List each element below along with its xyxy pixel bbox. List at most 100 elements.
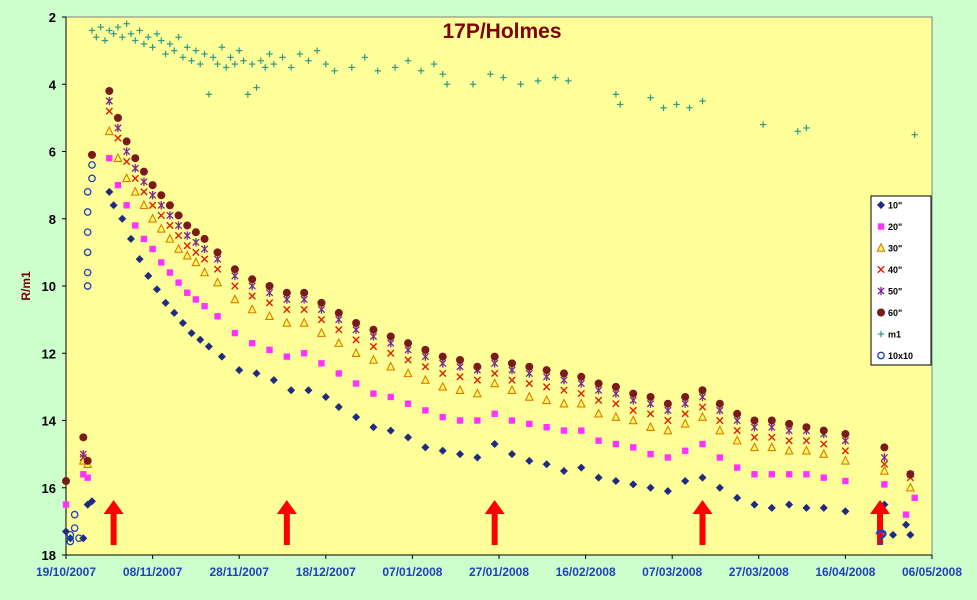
data-point xyxy=(559,466,568,475)
data-point xyxy=(491,410,498,417)
data-point xyxy=(205,91,213,98)
data-point xyxy=(148,213,158,223)
data-point xyxy=(430,60,438,68)
data-point xyxy=(612,91,620,98)
data-point-stroke xyxy=(820,440,828,448)
data-point-stroke xyxy=(473,376,482,384)
x-tick-label: 19/10/2007 xyxy=(36,565,96,579)
data-point xyxy=(716,454,724,461)
data-point xyxy=(473,453,482,462)
data-point-stroke xyxy=(664,416,672,425)
data-point xyxy=(157,191,166,200)
data-point xyxy=(732,435,742,445)
data-point xyxy=(122,157,131,166)
data-point xyxy=(318,360,325,367)
data-point xyxy=(646,392,655,401)
data-point xyxy=(439,369,447,378)
data-point xyxy=(628,415,638,425)
data-point xyxy=(139,199,149,210)
data-point-stroke xyxy=(802,436,811,445)
data-point xyxy=(749,441,760,452)
data-point xyxy=(240,57,247,64)
data-point xyxy=(612,440,620,448)
data-point xyxy=(387,349,395,357)
data-point xyxy=(386,361,396,371)
data-point-stroke xyxy=(157,211,165,220)
data-point-stroke xyxy=(733,426,741,435)
data-point xyxy=(820,440,828,448)
data-point xyxy=(83,248,92,257)
data-point xyxy=(663,425,673,435)
series-50 xyxy=(79,96,915,479)
data-point xyxy=(352,336,360,344)
data-point xyxy=(123,20,130,27)
data-point xyxy=(842,477,849,485)
data-point xyxy=(880,443,889,452)
data-point xyxy=(217,352,226,361)
data-point xyxy=(83,282,92,290)
data-point xyxy=(127,30,135,38)
data-point xyxy=(819,448,829,458)
data-point xyxy=(750,433,759,442)
data-point xyxy=(165,233,175,243)
data-point xyxy=(699,97,706,105)
data-point xyxy=(456,355,465,364)
data-point-stroke xyxy=(317,315,326,324)
data-point xyxy=(767,503,776,512)
data-point xyxy=(184,44,191,51)
data-point xyxy=(113,113,122,122)
data-point xyxy=(105,187,114,196)
data-point xyxy=(576,398,586,408)
series-40 xyxy=(79,107,915,482)
data-point xyxy=(231,282,239,290)
data-point xyxy=(132,37,139,44)
y-tick-label: 4 xyxy=(49,77,57,92)
data-point xyxy=(664,454,672,461)
data-point xyxy=(785,471,793,478)
data-point xyxy=(417,67,425,74)
data-point xyxy=(733,464,741,471)
arrow-annotation xyxy=(484,500,505,545)
data-point xyxy=(404,400,412,407)
arrow-shape xyxy=(484,500,505,545)
legend-label: 60" xyxy=(888,308,902,318)
x-ticks: 19/10/2007 08/11/2007 28/11/2007 18/12/2007… xyxy=(36,555,962,579)
data-point xyxy=(183,231,191,240)
data-point xyxy=(161,298,170,307)
data-point xyxy=(663,487,672,496)
data-point xyxy=(559,369,568,378)
data-point xyxy=(166,269,174,276)
data-point xyxy=(490,369,499,378)
data-point-stroke xyxy=(166,221,174,230)
data-point-stroke xyxy=(248,292,256,300)
data-point xyxy=(148,201,157,209)
legend-label: 20" xyxy=(888,222,902,232)
data-point xyxy=(149,245,156,253)
series-m1 xyxy=(88,20,918,138)
arrow-annotation xyxy=(276,500,297,545)
data-point-stroke xyxy=(612,399,620,408)
data-point xyxy=(230,265,239,274)
data-point xyxy=(118,214,127,223)
data-point-stroke xyxy=(841,447,850,455)
legend-marker xyxy=(877,265,885,274)
data-point-stroke xyxy=(768,433,776,442)
data-point xyxy=(595,437,602,444)
data-point xyxy=(106,27,113,34)
series-layer xyxy=(62,20,918,546)
data-point xyxy=(270,60,278,68)
data-point xyxy=(681,447,689,454)
y-tick-label: 16 xyxy=(42,481,56,496)
data-point xyxy=(114,134,122,142)
y-tick-label: 18 xyxy=(42,548,56,563)
data-point xyxy=(474,417,481,424)
data-point-stroke xyxy=(183,241,191,250)
data-point xyxy=(902,511,910,518)
data-point xyxy=(257,57,265,64)
series-10 xyxy=(62,187,915,543)
data-point xyxy=(300,305,308,314)
data-point xyxy=(646,410,655,418)
x-tick-label: 18/12/2007 xyxy=(296,565,356,579)
data-point xyxy=(517,81,524,88)
data-point xyxy=(105,107,113,115)
